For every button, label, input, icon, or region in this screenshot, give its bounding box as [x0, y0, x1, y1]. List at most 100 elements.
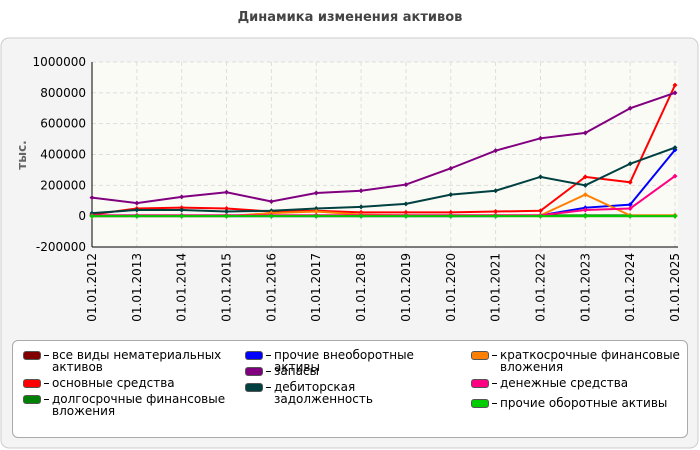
data-point	[313, 190, 319, 196]
legend-label: денежные средства	[500, 376, 629, 390]
data-point	[582, 182, 588, 188]
data-point	[493, 188, 499, 194]
data-point	[313, 209, 319, 215]
data-point	[627, 161, 633, 167]
data-point	[448, 209, 454, 215]
data-point	[268, 199, 274, 205]
legend-item: все виды нематериальных активов	[23, 349, 232, 373]
y-tick-label: 800000	[40, 86, 86, 100]
data-point	[537, 174, 543, 180]
y-tick-label: 1000000	[33, 55, 86, 69]
data-point	[627, 179, 633, 185]
legend-item: дебиторская задолженность	[245, 381, 454, 405]
x-tick-label: 01.01.2017	[309, 253, 323, 322]
data-point	[134, 200, 140, 206]
y-tick-label: 0	[78, 209, 86, 223]
data-point	[493, 148, 499, 154]
x-tick-label: 01.01.2023	[578, 253, 592, 322]
data-point	[403, 201, 409, 207]
data-point	[672, 173, 678, 179]
legend-item: запасы	[245, 365, 454, 377]
data-point	[672, 90, 678, 96]
data-point	[627, 213, 633, 219]
y-tick-label: 200000	[40, 178, 86, 192]
data-point	[627, 205, 633, 211]
chart-title: Динамика изменения активов	[238, 10, 463, 25]
data-point	[224, 189, 230, 195]
data-point	[403, 209, 409, 215]
legend-dash	[44, 355, 49, 356]
data-point	[448, 165, 454, 171]
legend-label: краткосрочные финансовые вложения	[500, 348, 680, 374]
data-point	[537, 213, 543, 219]
data-point	[403, 213, 409, 219]
legend-dash	[266, 371, 271, 372]
x-tick-label: 01.01.2022	[533, 253, 547, 322]
y-tick-label: 600000	[40, 117, 86, 131]
data-point	[179, 194, 185, 200]
data-point	[672, 213, 678, 219]
series-line	[91, 84, 676, 216]
legend-label: дебиторская задолженность	[274, 380, 373, 406]
legend-label: основные средства	[52, 376, 175, 390]
legend-swatch	[471, 399, 489, 408]
data-point	[672, 145, 678, 151]
data-point	[448, 192, 454, 198]
data-point	[582, 213, 588, 219]
legend-label: долгосрочные финансовые вложения	[52, 392, 226, 418]
legend-item: основные средства	[23, 377, 232, 389]
data-point	[179, 207, 185, 213]
legend-label: все виды нематериальных активов	[52, 348, 222, 374]
data-point	[582, 192, 588, 198]
data-point	[627, 202, 633, 208]
data-point	[493, 209, 499, 215]
data-point	[537, 135, 543, 141]
legend-dash	[492, 355, 497, 356]
x-tick-label: 01.01.2016	[264, 253, 278, 322]
series-line	[91, 146, 676, 215]
legend-dash	[44, 383, 49, 384]
data-point	[358, 204, 364, 210]
series-line	[91, 91, 676, 205]
data-point	[224, 209, 230, 215]
data-point	[179, 213, 185, 219]
x-tick-label: 01.01.2024	[623, 253, 637, 322]
data-point	[224, 205, 230, 211]
legend-swatch	[471, 379, 489, 388]
data-point	[134, 207, 140, 213]
legend-item: долгосрочные финансовые вложения	[23, 393, 232, 417]
data-point	[537, 208, 543, 214]
data-point	[313, 213, 319, 219]
x-tick-label: 01.01.2021	[489, 253, 503, 322]
legend-label: прочие оборотные активы	[500, 396, 668, 410]
legend-label: прочие внеоборотные активы	[274, 348, 414, 374]
y-tick-label: -200000	[36, 240, 86, 254]
data-point	[134, 213, 140, 219]
data-point	[403, 182, 409, 188]
legend-dash	[266, 355, 271, 356]
y-tick-label: 400000	[40, 148, 86, 162]
x-tick-label: 01.01.2014	[175, 253, 189, 322]
y-axis-label: тыс.	[15, 140, 29, 169]
legend-swatch	[245, 351, 263, 360]
data-point	[582, 207, 588, 213]
data-point	[358, 213, 364, 219]
legend-dash	[492, 383, 497, 384]
legend-swatch	[23, 379, 41, 388]
data-point	[672, 82, 678, 88]
data-point	[313, 205, 319, 211]
legend-swatch	[471, 351, 489, 360]
data-point	[268, 213, 274, 219]
data-point	[448, 213, 454, 219]
x-tick-label: 01.01.2018	[354, 253, 368, 322]
legend-dash	[266, 387, 271, 388]
legend-swatch	[23, 351, 41, 360]
data-point	[89, 195, 95, 201]
legend-item: краткосрочные финансовые вложения	[471, 349, 680, 373]
legend-item: прочие внеоборотные активы	[245, 349, 454, 373]
data-point	[627, 105, 633, 111]
data-point	[493, 213, 499, 219]
legend-dash	[492, 403, 497, 404]
data-point	[582, 130, 588, 136]
x-tick-label: 01.01.2025	[668, 253, 682, 322]
